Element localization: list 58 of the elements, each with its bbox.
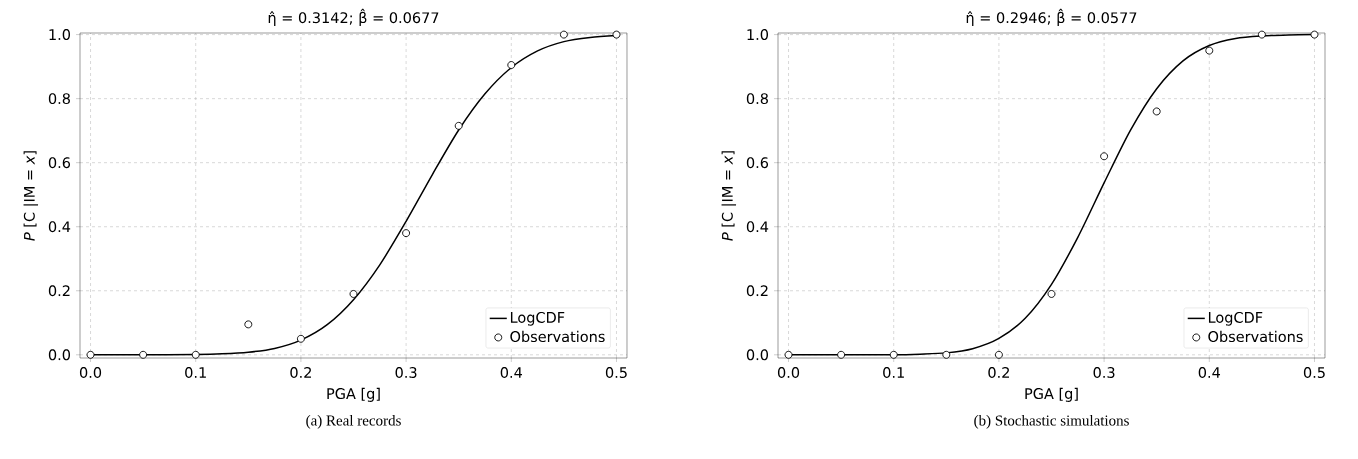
x-tick-label: 0.1	[185, 367, 206, 378]
point	[507, 61, 516, 69]
point	[889, 350, 898, 359]
y-tick-label: 0.8	[48, 93, 70, 105]
point	[942, 350, 951, 359]
point	[784, 350, 793, 359]
y-tick-label: 0.4	[48, 221, 71, 233]
x-tick-label: 0.0	[777, 367, 800, 378]
point	[296, 334, 305, 343]
y-tick-label: 1.0	[49, 29, 71, 41]
x-tick-label: 0.5	[1303, 367, 1325, 378]
x-tick-label: 0.2	[290, 367, 311, 378]
point	[1152, 107, 1161, 116]
y-axis-title: P [C |IM = x]	[23, 151, 39, 241]
point	[559, 30, 568, 39]
x-tick-label: 0.3	[395, 367, 417, 378]
x-tick-label: 0.2	[988, 367, 1009, 378]
point	[837, 350, 846, 359]
legend-label: Observations	[510, 330, 605, 343]
y-tick-label: 0.6	[746, 157, 769, 169]
point	[1205, 46, 1214, 55]
x-tick-label: 0.4	[500, 367, 523, 378]
point	[1047, 290, 1056, 298]
y-tick-label: 0.2	[746, 285, 768, 297]
point	[349, 290, 358, 298]
text: (a) Real records	[306, 415, 401, 429]
x-axis-title: PGA [g]	[327, 387, 380, 402]
x-tick-label: 0.5	[605, 367, 627, 378]
chart-title: η̂ = 0.2946; β̂ = 0.0577	[966, 8, 1137, 26]
point	[139, 350, 148, 359]
y-tick-label: 0.0	[48, 349, 71, 361]
legend-label: Observations	[1208, 330, 1303, 343]
point	[1257, 30, 1266, 39]
point	[244, 320, 253, 329]
y-axis-title: P [C |IM = x]	[721, 151, 737, 241]
legend-label: LogCDF	[1208, 311, 1263, 326]
point	[191, 350, 200, 359]
y-tick-label: 0.4	[746, 221, 769, 233]
point	[994, 350, 1003, 359]
y-tick-label: 0.6	[48, 157, 71, 169]
text: (b) Stochastic simulations	[974, 415, 1129, 429]
point	[1100, 152, 1109, 161]
x-tick-label: 0.0	[79, 367, 102, 378]
point	[86, 350, 95, 359]
legend-label: LogCDF	[510, 311, 565, 326]
point	[454, 121, 463, 130]
x-tick-label: 0.4	[1198, 367, 1221, 378]
y-tick-label: 0.2	[48, 285, 70, 297]
point	[1310, 30, 1319, 39]
x-tick-label: 0.3	[1093, 367, 1115, 378]
y-tick-label: 0.8	[746, 93, 768, 105]
y-tick-label: 0.0	[746, 349, 769, 361]
point	[612, 30, 621, 39]
point	[402, 229, 411, 238]
x-tick-label: 0.1	[883, 367, 904, 378]
x-axis-title: PGA [g]	[1025, 387, 1078, 402]
chart-title: η̂ = 0.3142; β̂ = 0.0677	[268, 8, 439, 26]
y-tick-label: 1.0	[747, 29, 769, 41]
